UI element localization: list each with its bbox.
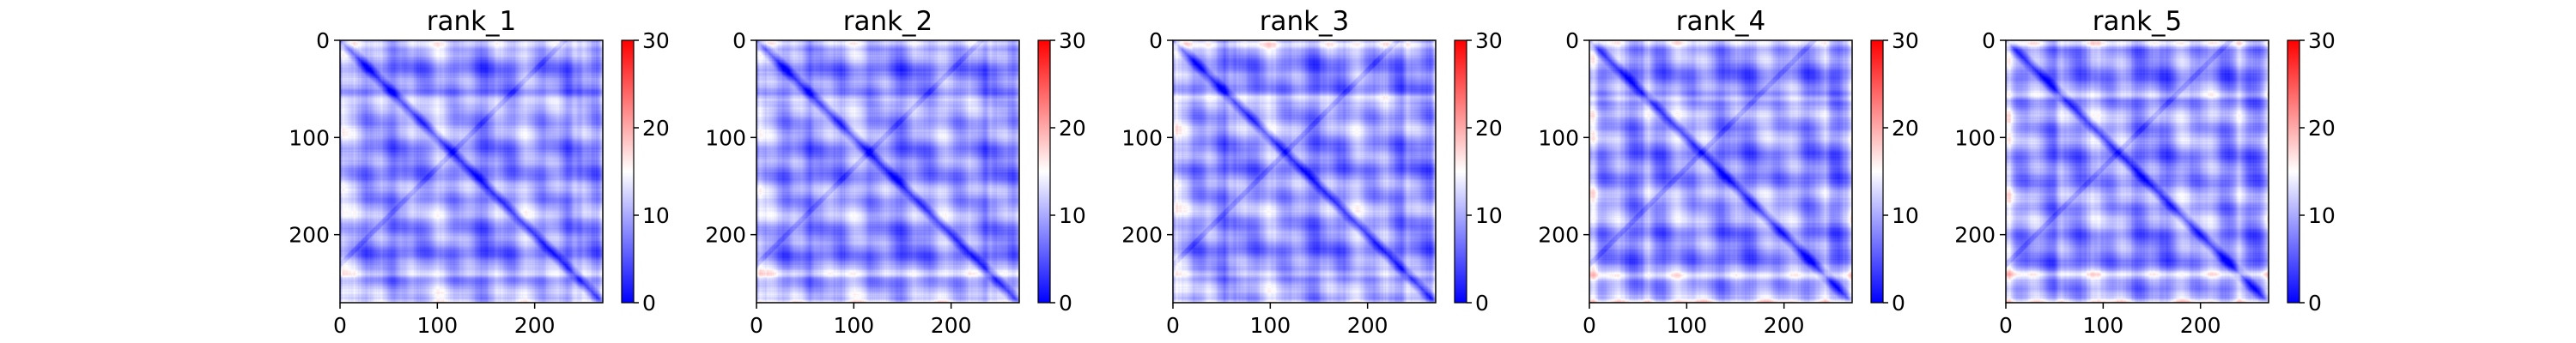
panel-title: rank_5 <box>2093 6 2183 37</box>
colorbar-tick-label: 30 <box>2308 28 2336 53</box>
y-tick-label: 100 <box>705 125 746 150</box>
x-tick-label: 100 <box>2082 313 2123 338</box>
panel-title: rank_3 <box>1260 6 1350 37</box>
heatmap-panel-4: rank_4 0 100 200 0 100 200 0 10 20 30 <box>1538 6 1919 338</box>
colorbar-tick-label: 10 <box>1059 203 1086 228</box>
heatmap-panel-1: rank_1 0 100 200 0 100 200 0 10 20 30 <box>289 6 670 338</box>
axes-frame <box>756 39 1020 304</box>
x-tick-label: 100 <box>1249 313 1291 338</box>
x-tick-label: 200 <box>2180 313 2221 338</box>
colorbar-tick-label: 0 <box>1475 291 1489 316</box>
colorbar-tick-label: 30 <box>1892 28 1919 53</box>
y-tick-label: 200 <box>705 223 746 248</box>
colorbar-tick-label: 30 <box>1059 28 1086 53</box>
x-tick-label: 100 <box>833 313 874 338</box>
heatmap-image <box>756 40 1019 303</box>
heatmap-panel-3: rank_3 0 100 200 0 100 200 0 10 20 30 <box>1121 6 1503 338</box>
colorbar-gradient <box>2287 39 2300 304</box>
colorbar: 0 10 20 30 <box>1454 28 1503 316</box>
x-tick-label: 200 <box>931 313 972 338</box>
colorbar-tick-label: 20 <box>1475 116 1503 141</box>
x-tick-label: 100 <box>1666 313 1707 338</box>
colorbar: 0 10 20 30 <box>621 28 670 316</box>
axes-frame <box>1172 39 1437 304</box>
y-tick-label: 200 <box>289 223 330 248</box>
colorbar-tick-label: 10 <box>1475 203 1503 228</box>
colorbar-tick-label: 10 <box>1892 203 1919 228</box>
x-tick-label: 0 <box>750 313 763 338</box>
colorbar-tick-label: 0 <box>2308 291 2322 316</box>
colorbar-tick-label: 0 <box>642 291 656 316</box>
colorbar-tick-label: 10 <box>642 203 670 228</box>
y-tick-label: 200 <box>1954 223 1996 248</box>
x-tick-label: 0 <box>1166 313 1180 338</box>
x-tick-label: 0 <box>333 313 347 338</box>
colorbar: 0 10 20 30 <box>1870 28 1919 316</box>
y-tick-label: 100 <box>289 125 330 150</box>
axes-frame <box>339 39 604 304</box>
heatmap-image <box>1589 40 1852 303</box>
x-tick-label: 200 <box>1764 313 1805 338</box>
x-tick-label: 100 <box>416 313 458 338</box>
colorbar-gradient <box>621 39 635 304</box>
x-tick-label: 0 <box>1999 313 2013 338</box>
colorbar-tick-label: 10 <box>2308 203 2336 228</box>
axes-frame <box>2005 39 2269 304</box>
x-tick-label: 200 <box>514 313 556 338</box>
colorbar: 0 10 20 30 <box>2287 28 2336 316</box>
y-tick-label: 200 <box>1538 223 1579 248</box>
colorbar-gradient <box>1454 39 1467 304</box>
colorbar-tick-label: 20 <box>2308 116 2336 141</box>
colorbar-tick-label: 0 <box>1059 291 1072 316</box>
heatmap-panel-5: rank_5 0 100 200 0 100 200 0 10 20 30 <box>1954 6 2336 338</box>
colorbar-tick-label: 20 <box>642 116 670 141</box>
colorbar-gradient <box>1870 39 1884 304</box>
panel-title: rank_2 <box>843 6 933 37</box>
colorbar-tick-label: 20 <box>1892 116 1919 141</box>
panel-title: rank_4 <box>1676 6 1766 37</box>
colorbar: 0 10 20 30 <box>1037 28 1086 316</box>
x-tick-label: 200 <box>1347 313 1388 338</box>
y-tick-label: 0 <box>316 28 330 53</box>
colorbar-tick-label: 30 <box>1475 28 1503 53</box>
y-tick-label: 100 <box>1538 125 1579 150</box>
heatmap-image <box>340 40 603 303</box>
colorbar-tick-label: 20 <box>1059 116 1086 141</box>
panel-title: rank_1 <box>427 6 517 37</box>
colorbar-gradient <box>1037 39 1051 304</box>
y-tick-label: 0 <box>1982 28 1996 53</box>
colorbar-tick-label: 30 <box>642 28 670 53</box>
axes-frame <box>1589 39 1853 304</box>
y-tick-label: 0 <box>1565 28 1579 53</box>
y-tick-label: 200 <box>1121 223 1163 248</box>
x-tick-label: 0 <box>1583 313 1596 338</box>
heatmap-panel-2: rank_2 0 100 200 0 100 200 0 10 20 30 <box>705 6 1086 338</box>
heatmap-image <box>1173 40 1436 303</box>
colorbar-tick-label: 0 <box>1892 291 1905 316</box>
y-tick-label: 0 <box>1149 28 1163 53</box>
y-tick-label: 100 <box>1954 125 1996 150</box>
heatmap-image <box>2006 40 2269 303</box>
y-tick-label: 0 <box>732 28 746 53</box>
y-tick-label: 100 <box>1121 125 1163 150</box>
